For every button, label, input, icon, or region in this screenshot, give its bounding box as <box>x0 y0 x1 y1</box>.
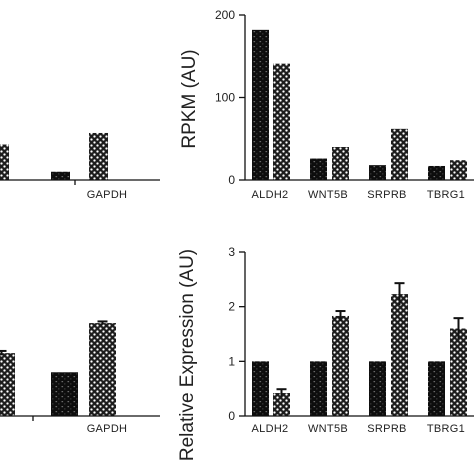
p3-category-label: TBRG1 <box>427 423 465 435</box>
p1-bar <box>252 29 269 180</box>
p3-bar <box>450 328 467 416</box>
panel-top-right: RPKM (AU) 0 100 200 ALDH2 WNT5B SRPRB TBRG… <box>179 8 474 201</box>
p0-bar <box>89 132 108 180</box>
p1-category-label: WNT5B <box>308 189 348 201</box>
p1-y-axis-label: RPKM (AU) <box>179 49 200 148</box>
p0-bar <box>51 171 70 180</box>
p3-bar <box>273 393 290 416</box>
p3-category-label: WNT5B <box>308 423 348 435</box>
p3-category-label: ALDH2 <box>252 423 289 435</box>
p1-category-label: SRPRB <box>367 189 406 201</box>
panel-bottom-left: GAPDH <box>0 320 160 435</box>
p3-bar <box>369 361 386 416</box>
p3-bar <box>310 361 327 416</box>
p2-bar <box>0 353 15 416</box>
p3-y-tick-label: 0 <box>228 409 235 423</box>
p2-category-label: GAPDH <box>87 423 128 435</box>
p1-y-tick-label: 0 <box>228 173 235 187</box>
p1-bar <box>310 158 327 180</box>
p1-bar <box>332 147 349 180</box>
p0-bar <box>0 144 9 180</box>
p3-y-axis-label: Relative Expression (AU) <box>177 249 198 461</box>
p3-bar <box>391 294 408 416</box>
p3-bar <box>428 361 445 416</box>
p1-y-tick-label: 100 <box>215 91 235 105</box>
p0-category-label: GAPDH <box>87 189 128 201</box>
p3-category-label: SRPRB <box>367 423 406 435</box>
p2-bar <box>89 323 116 416</box>
p1-bar <box>391 128 408 180</box>
p3-y-tick-label: 2 <box>228 300 235 314</box>
panel-bottom-right: Relative Expression (AU) 0 1 2 3 ALDH2 WNT5… <box>177 245 474 461</box>
p2-bar <box>51 372 78 416</box>
p1-y-tick-label: 200 <box>215 8 235 22</box>
p1-bar <box>428 165 445 180</box>
p3-y-tick-label: 3 <box>228 245 235 259</box>
p3-bar <box>332 315 349 416</box>
p1-bar <box>369 165 386 180</box>
p3-y-tick-label: 1 <box>228 354 235 368</box>
p1-category-label: TBRG1 <box>427 189 465 201</box>
p3-bar <box>252 361 269 416</box>
p1-bar <box>273 63 290 180</box>
p1-bar <box>450 160 467 180</box>
panel-top-left: GAPDH <box>0 132 160 201</box>
p1-category-label: ALDH2 <box>252 189 289 201</box>
